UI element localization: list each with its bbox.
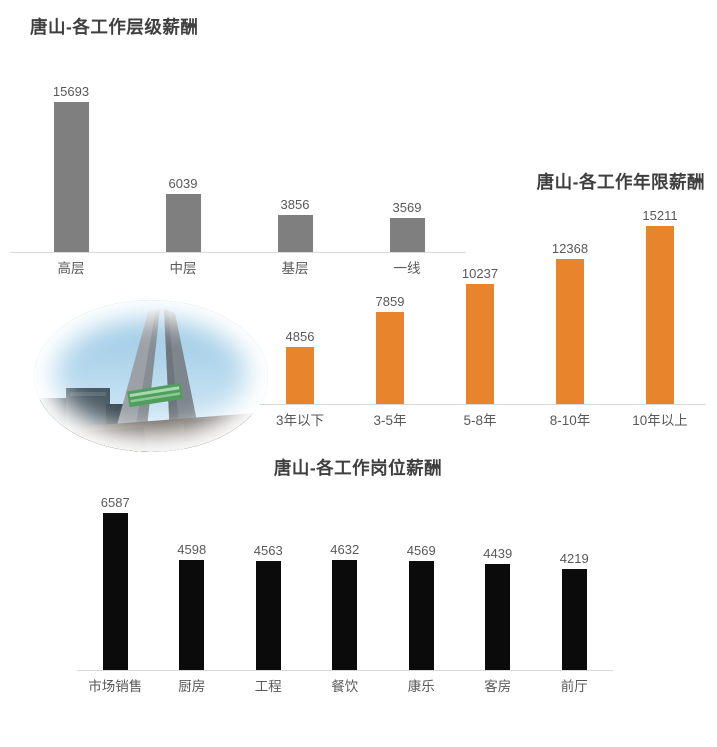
bar-康乐 <box>408 561 434 670</box>
x-axis-labels: 3年以下 3-5年 5-8年 8-10年 10年以上 <box>253 405 706 428</box>
bar-group: 15693 <box>15 85 127 252</box>
bar-市场销售 <box>102 513 128 670</box>
bar-5-8年 <box>466 284 494 404</box>
bar-value-label: 4563 <box>253 543 283 558</box>
bar-group: 3856 <box>239 198 351 252</box>
bar-厨房 <box>179 560 205 670</box>
category-label: 工程 <box>254 679 282 694</box>
bar-value-label: 4632 <box>330 542 360 557</box>
bar-8-10年 <box>556 259 584 404</box>
bar-value-label: 12368 <box>551 241 589 256</box>
bar-value-label: 4439 <box>483 546 513 561</box>
category-label: 前厅 <box>560 679 588 694</box>
bar-group: 4856 <box>255 330 345 404</box>
plot-area: 6587 4598 4563 4632 4569 4439 4219 <box>77 495 613 671</box>
bar-3年以下 <box>286 347 314 404</box>
tangshan-monument-photo <box>34 300 268 452</box>
x-axis-labels: 高层 中层 基层 一线 <box>10 253 466 276</box>
bar-value-label: 3569 <box>392 200 422 215</box>
bar-value-label: 4569 <box>406 543 436 558</box>
bar-group: 10237 <box>435 267 525 404</box>
bar-group: 7859 <box>345 295 435 404</box>
bar-一线 <box>389 218 425 252</box>
category-label: 10年以上 <box>632 413 688 428</box>
category-label: 市场销售 <box>88 679 143 694</box>
bar-group: 4632 <box>307 543 384 670</box>
monument-illustration <box>34 300 268 452</box>
bar-group: 15211 <box>615 209 705 404</box>
plot-area: 4856 7859 10237 12368 15211 <box>253 204 706 405</box>
category-label: 康乐 <box>407 679 435 694</box>
bar-group: 4598 <box>154 543 231 670</box>
building-shape <box>40 398 68 438</box>
bar-高层 <box>53 102 89 252</box>
bar-基层 <box>277 215 313 252</box>
bar-chart-work-years: 4856 7859 10237 12368 15211 3年以下 3-5年 5-8年 8-10年… <box>253 204 706 428</box>
bar-group: 6587 <box>77 496 154 670</box>
bar-chart-job-level: 15693 6039 3856 3569 高层 中层 基层 一线 <box>10 70 466 276</box>
category-label: 中层 <box>169 261 197 276</box>
bar-value-label: 7859 <box>375 294 405 309</box>
bar-前厅 <box>561 569 587 670</box>
relief-wall-detail <box>184 415 260 452</box>
chart-title-work-years: 唐山-各工作年限薪酬 <box>536 172 705 192</box>
bar-10年以上 <box>646 226 674 404</box>
bar-中层 <box>165 194 201 252</box>
category-label: 厨房 <box>178 679 206 694</box>
bar-group: 4439 <box>460 547 537 670</box>
building-detail <box>70 392 106 396</box>
category-label: 高层 <box>57 261 85 276</box>
bar-group: 6039 <box>127 177 239 252</box>
x-axis-labels: 市场销售 厨房 工程 餐饮 康乐 客房 前厅 <box>77 671 613 694</box>
category-label: 基层 <box>281 261 309 276</box>
monument-left-pylon <box>114 309 160 436</box>
bar-group: 4563 <box>230 544 307 670</box>
monument-banner <box>127 383 183 408</box>
bar-value-label: 4219 <box>559 551 589 566</box>
bar-value-label: 3856 <box>280 197 310 212</box>
category-label: 餐饮 <box>331 679 359 694</box>
category-label: 3-5年 <box>373 413 407 428</box>
bar-餐饮 <box>332 560 358 670</box>
bar-value-label: 15693 <box>52 84 90 99</box>
category-label: 3年以下 <box>275 413 324 428</box>
category-label: 8-10年 <box>549 413 591 428</box>
bar-chart-job-position: 6587 4598 4563 4632 4569 4439 4219 市场销售 厨房 工程 餐饮 康乐… <box>77 495 613 694</box>
bar-group: 3569 <box>351 201 463 252</box>
bar-group: 12368 <box>525 242 615 404</box>
bar-value-label: 10237 <box>461 266 499 281</box>
bar-3-5年 <box>376 312 404 404</box>
chart-title-job-level: 唐山-各工作层级薪酬 <box>30 17 199 37</box>
bar-value-label: 6039 <box>168 176 198 191</box>
bar-group: 4569 <box>383 544 460 670</box>
bar-value-label: 6587 <box>100 495 130 510</box>
chart-title-job-position: 唐山-各工作岗位薪酬 <box>273 458 443 478</box>
category-label: 5-8年 <box>463 413 497 428</box>
bar-客房 <box>485 564 511 670</box>
relief-wall-detail <box>52 427 146 452</box>
bar-value-label: 4598 <box>177 542 207 557</box>
category-label: 一线 <box>393 261 421 276</box>
bar-工程 <box>255 561 281 670</box>
bar-value-label: 15211 <box>642 208 678 223</box>
monument-right-pylon-shade <box>164 309 180 436</box>
category-label: 客房 <box>484 679 512 694</box>
bar-value-label: 4856 <box>285 329 315 344</box>
bar-group: 4219 <box>536 552 613 670</box>
plot-area: 15693 6039 3856 3569 <box>10 70 466 253</box>
